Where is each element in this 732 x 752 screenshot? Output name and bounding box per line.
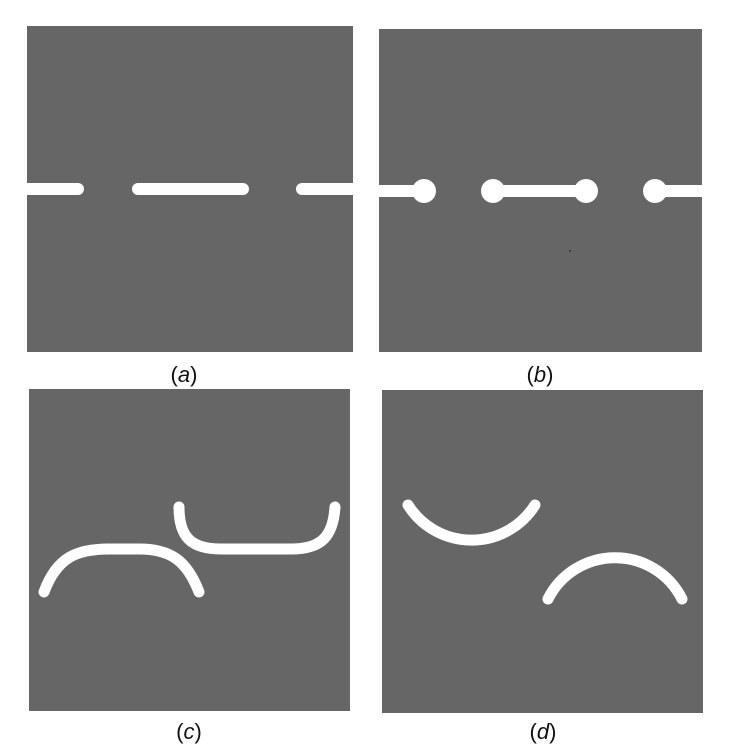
caption-open-paren: ( bbox=[526, 362, 534, 387]
caption-open-paren: ( bbox=[176, 719, 184, 744]
panel-d-cup-arc-slit bbox=[402, 499, 541, 546]
panel-b-center-right-hole bbox=[574, 179, 598, 203]
panel-d-background bbox=[382, 390, 703, 713]
panel-c-caption: (c) bbox=[139, 719, 239, 745]
panel-c-upper-arch-slit bbox=[38, 543, 205, 598]
caption-close-paren: ) bbox=[194, 719, 202, 744]
panel-d bbox=[382, 390, 703, 713]
panel-b-right-hole bbox=[643, 179, 667, 203]
panel-c bbox=[29, 389, 350, 711]
caption-open-paren: ( bbox=[170, 362, 178, 387]
caption-open-paren: ( bbox=[529, 719, 537, 744]
panel-b-caption: (b) bbox=[490, 362, 590, 388]
panel-b-center-left-hole bbox=[481, 179, 505, 203]
panel-a-caption: (a) bbox=[134, 362, 234, 388]
caption-close-paren: ) bbox=[549, 719, 557, 744]
caption-letter: d bbox=[536, 719, 550, 744]
caption-close-paren: ) bbox=[190, 362, 198, 387]
caption-close-paren: ) bbox=[546, 362, 554, 387]
panel-d-arch-arc-slit bbox=[542, 552, 688, 605]
panel-b-speck bbox=[569, 250, 571, 252]
caption-letter: b bbox=[533, 362, 547, 387]
panel-b-left-hole bbox=[412, 179, 436, 203]
panel-c-lower-cup-slit bbox=[173, 501, 341, 555]
panel-b bbox=[379, 29, 702, 352]
caption-letter: c bbox=[183, 719, 195, 744]
caption-letter: a bbox=[177, 362, 191, 387]
panel-d-caption: (d) bbox=[493, 719, 593, 745]
panel-a bbox=[27, 26, 353, 352]
